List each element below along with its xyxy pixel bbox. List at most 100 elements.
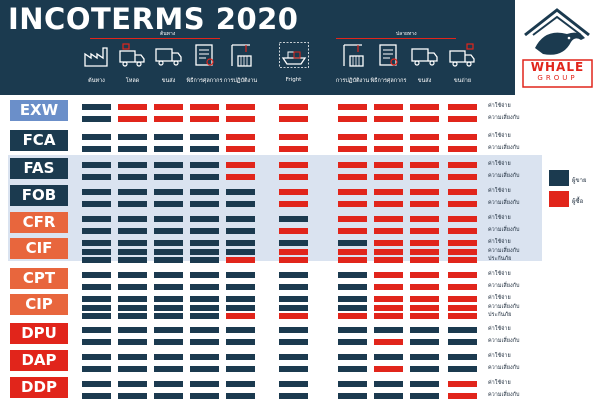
row-label-fas-1: ความเสี่ยงกับ	[488, 173, 520, 179]
row-label-fca-0: ค่าใช้จ่าย	[488, 133, 511, 139]
cell-dap-r0-c2	[154, 354, 183, 360]
cell-fob-r1-c4	[226, 201, 255, 207]
cell-cip-r0-c2	[154, 296, 183, 302]
cell-cip-r1-c0	[82, 304, 111, 311]
cell-fas-r0-c1	[118, 162, 147, 168]
cell-fca-r0-c3	[190, 134, 219, 140]
customs-document-icon	[190, 42, 220, 68]
cell-cfr-r0-c0	[82, 216, 111, 222]
cell-cif-r2-c7	[374, 257, 403, 263]
cell-fob-r0-c8	[410, 189, 439, 195]
cell-cpt-r0-c2	[154, 272, 183, 278]
header-banner: INCOTERMS 2020 ต้นทาง ปลายทาง ต้นทาง โหลด ขน…	[0, 0, 515, 95]
cell-fas-r1-c0	[82, 174, 111, 180]
cell-fas-r1-c5	[279, 174, 308, 180]
cell-fas-r1-c8	[410, 174, 439, 180]
cell-cif-r0-c2	[154, 240, 183, 246]
cell-dpu-r1-c5	[279, 339, 308, 345]
cell-exw-r1-c2	[154, 116, 183, 122]
cell-cip-r1-c7	[374, 304, 403, 311]
cell-cip-r0-c8	[410, 296, 439, 302]
term-label-cfr: CFR	[10, 212, 68, 233]
row-label-fob-0: ค่าใช้จ่าย	[488, 188, 511, 194]
cell-fca-r1-c9	[448, 146, 477, 152]
cell-fca-r0-c5	[279, 134, 308, 140]
cell-cfr-r0-c8	[410, 216, 439, 222]
cell-fas-r0-c7	[374, 162, 403, 168]
cell-fob-r0-c9	[448, 189, 477, 195]
cell-cip-r2-c8	[410, 313, 439, 319]
cell-cpt-r1-c0	[82, 284, 111, 290]
cell-fob-r1-c5	[279, 201, 308, 207]
cell-cip-r1-c6	[338, 304, 367, 311]
cell-dpu-r0-c6	[338, 327, 367, 333]
cell-cif-r0-c8	[410, 240, 439, 246]
cell-cpt-r1-c5	[279, 284, 308, 290]
cell-cif-r2-c2	[154, 257, 183, 263]
column-label-8: ขนส่ง	[417, 78, 432, 84]
cell-fca-r0-c6	[338, 134, 367, 140]
term-label-dap: DAP	[10, 350, 68, 371]
cell-cif-r1-c1	[118, 248, 147, 255]
row-label-dap-0: ค่าใช้จ่าย	[488, 353, 511, 359]
cell-fca-r1-c8	[410, 146, 439, 152]
cell-fca-r0-c0	[82, 134, 111, 140]
cell-ddp-r1-c6	[338, 393, 367, 399]
cell-dpu-r1-c7	[374, 339, 403, 345]
row-label-cfr-0: ค่าใช้จ่าย	[488, 215, 511, 221]
cell-cpt-r1-c2	[154, 284, 183, 290]
cell-dap-r0-c9	[448, 354, 477, 360]
cell-cpt-r1-c1	[118, 284, 147, 290]
cell-ddp-r1-c8	[410, 393, 439, 399]
cell-cpt-r0-c5	[279, 272, 308, 278]
cell-exw-r1-c1	[118, 116, 147, 122]
column-label-7: พิธีการศุลกากร	[370, 78, 407, 84]
port-icon	[338, 42, 368, 68]
row-label-cip-1: ความเสี่ยงกับ	[488, 303, 520, 310]
row-label-dap-1: ความเสี่ยงกับ	[488, 365, 520, 371]
logo-text-group: GROUP	[537, 74, 578, 82]
row-label-cif-1: ความเสี่ยงกับ	[488, 247, 520, 254]
legend-seller-label: ผู้ขาย	[572, 177, 587, 184]
cell-cif-r2-c1	[118, 257, 147, 263]
cell-cif-r1-c7	[374, 248, 403, 255]
cell-ddp-r1-c9	[448, 393, 477, 399]
term-label-fca: FCA	[10, 130, 68, 151]
cell-cip-r0-c0	[82, 296, 111, 302]
cell-fas-r1-c2	[154, 174, 183, 180]
cell-dap-r1-c3	[190, 366, 219, 372]
cell-cif-r0-c1	[118, 240, 147, 246]
cell-dpu-r1-c0	[82, 339, 111, 345]
cell-fca-r0-c2	[154, 134, 183, 140]
cell-cif-r0-c7	[374, 240, 403, 246]
cell-fob-r1-c2	[154, 201, 183, 207]
group-label-1: ปลายทาง	[396, 31, 417, 37]
cell-fca-r1-c5	[279, 146, 308, 152]
cell-fca-r1-c3	[190, 146, 219, 152]
cell-cfr-r1-c5	[279, 228, 308, 234]
cell-fca-r0-c1	[118, 134, 147, 140]
cell-fas-r1-c7	[374, 174, 403, 180]
cell-cif-r1-c5	[279, 248, 308, 255]
cell-cip-r0-c3	[190, 296, 219, 302]
cell-cip-r2-c7	[374, 313, 403, 319]
cell-cif-r0-c6	[338, 240, 367, 246]
cell-fas-r0-c4	[226, 162, 255, 168]
cell-cfr-r0-c4	[226, 216, 255, 222]
cell-cif-r2-c9	[448, 257, 477, 263]
cell-cip-r0-c7	[374, 296, 403, 302]
cell-fob-r1-c3	[190, 201, 219, 207]
cell-cif-r0-c5	[279, 240, 308, 246]
cell-ddp-r0-c2	[154, 381, 183, 387]
cell-fca-r0-c7	[374, 134, 403, 140]
cell-dpu-r1-c3	[190, 339, 219, 345]
cell-cfr-r1-c4	[226, 228, 255, 234]
cell-fob-r1-c8	[410, 201, 439, 207]
cell-fob-r1-c0	[82, 201, 111, 207]
cell-cfr-r0-c2	[154, 216, 183, 222]
row-label-ddp-1: ความเสี่ยงกับ	[488, 392, 520, 398]
cell-cif-r1-c2	[154, 248, 183, 255]
cell-ddp-r0-c5	[279, 381, 308, 387]
cell-cif-r1-c9	[448, 248, 477, 255]
cell-cip-r2-c0	[82, 313, 111, 319]
